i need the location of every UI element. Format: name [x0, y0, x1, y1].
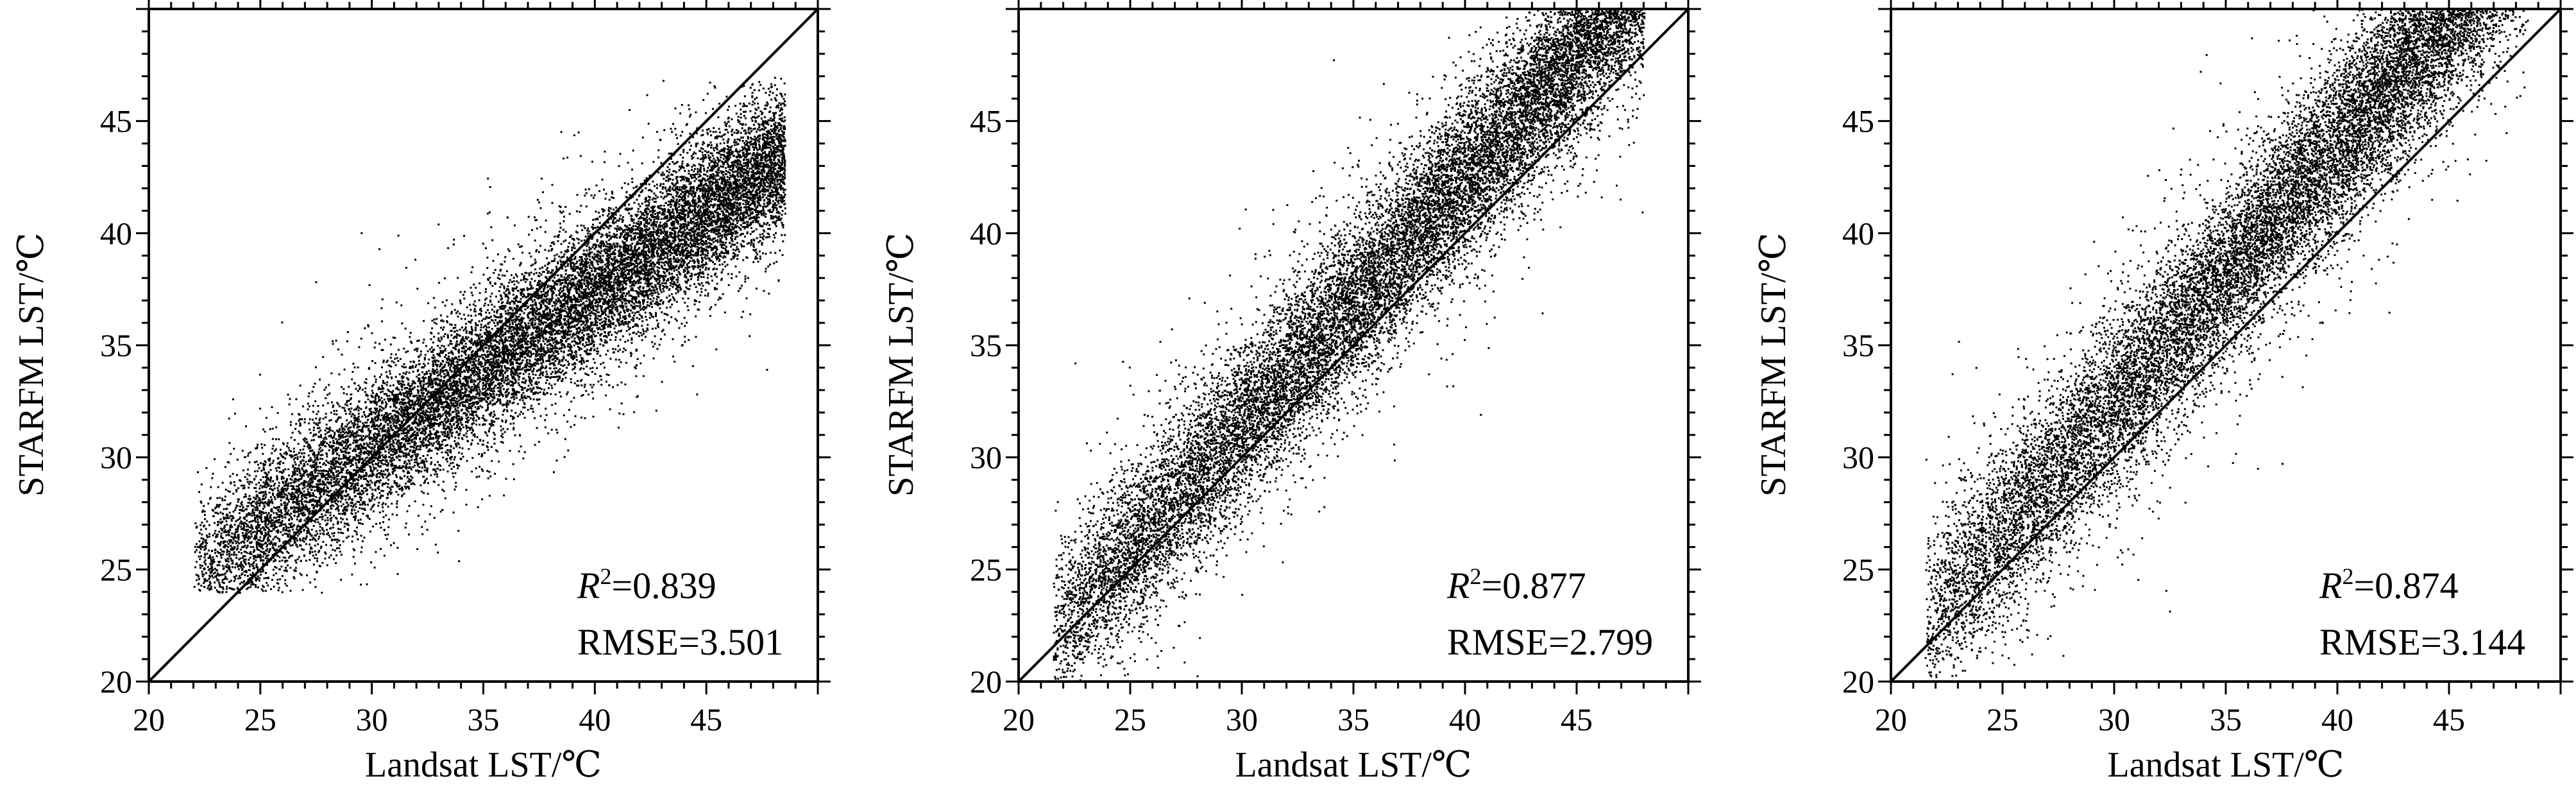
x-tick-label: 25: [244, 701, 276, 737]
x-tick-label: 35: [468, 701, 500, 737]
x-tick-label: 35: [2210, 701, 2242, 737]
y-tick-label: 25: [970, 551, 1002, 587]
x-tick-label: 30: [356, 701, 388, 737]
y-tick-label: 45: [970, 103, 1002, 139]
y-tick-label: 35: [970, 327, 1002, 363]
y-tick-label: 25: [1842, 551, 1874, 587]
x-tick-label: 45: [1561, 701, 1593, 737]
point-cloud: [1924, 9, 2529, 682]
y-tick-label: 40: [970, 215, 1002, 251]
x-tick-label: 20: [1875, 701, 1907, 737]
rmse-label: RMSE=2.799: [1447, 621, 1653, 663]
x-tick-label: 25: [1987, 701, 2019, 737]
y-axis-title: STARFM LST/℃: [12, 232, 51, 496]
scatter-panel-1: 20 25 30 35 40 45 20 25 30 35 40 45 Landsat LST/℃ STA…: [12, 0, 831, 785]
y-tick-label: 45: [1842, 103, 1874, 139]
point-cloud: [1053, 9, 1646, 682]
x-axis-title: Landsat LST/℃: [365, 745, 602, 785]
x-tick-label: 30: [1226, 701, 1258, 737]
data-points: [193, 76, 786, 594]
x-tick-label: 20: [133, 701, 165, 737]
x-tick-label: 40: [1449, 701, 1481, 737]
r-squared-label: R2=0.877: [1446, 563, 1586, 606]
x-axis-title: Landsat LST/℃: [2107, 745, 2344, 785]
x-tick-label: 45: [690, 701, 722, 737]
x-axis-title: Landsat LST/℃: [1235, 745, 1471, 785]
y-tick-label: 35: [1842, 327, 1874, 363]
data-points: [1053, 9, 1646, 682]
y-tick-label: 40: [100, 215, 132, 251]
y-tick-label: 30: [970, 440, 1002, 476]
r-squared-label: R2=0.874: [2319, 563, 2459, 606]
y-tick-label: 20: [100, 664, 132, 700]
y-tick-label: 20: [1842, 664, 1874, 700]
y-axis-title: STARFM LST/℃: [1754, 232, 1793, 496]
rmse-label: RMSE=3.501: [577, 621, 783, 663]
y-tick-label: 20: [970, 664, 1002, 700]
x-tick-label: 25: [1114, 701, 1146, 737]
x-tick-label: 35: [1337, 701, 1369, 737]
r-squared-label: R2=0.839: [577, 563, 716, 606]
y-tick-label: 25: [100, 551, 132, 587]
x-tick-label: 30: [2098, 701, 2130, 737]
x-tick-label: 20: [1003, 701, 1035, 737]
rmse-label: RMSE=3.144: [2319, 621, 2525, 663]
one-to-one-line: [148, 8, 819, 683]
data-points: [1924, 9, 2529, 682]
x-tick-label: 45: [2433, 701, 2465, 737]
y-axis-title: STARFM LST/℃: [881, 232, 921, 496]
scatter-panel-3: 20 25 30 35 40 45 20 25 30 35 40 45 Landsat LST/℃ STA…: [1754, 0, 2573, 785]
x-tick-label: 40: [579, 701, 611, 737]
one-to-one-line: [1890, 8, 2562, 683]
y-tick-label: 35: [100, 327, 132, 363]
x-tick-label: 40: [2321, 701, 2353, 737]
y-tick-label: 30: [100, 440, 132, 476]
y-tick-label: 30: [1842, 440, 1874, 476]
axis-ticks: [1006, 0, 1701, 694]
y-tick-label: 40: [1842, 215, 1874, 251]
axis-ticks: [136, 0, 831, 694]
point-cloud: [193, 76, 786, 594]
one-to-one-line: [1017, 8, 1690, 683]
scatter-panel-2: 20 25 30 35 40 45 20 25 30 35 40 45 Landsat LST/℃ STA…: [881, 0, 1701, 785]
y-tick-label: 45: [100, 103, 132, 139]
axis-ticks: [1878, 0, 2573, 694]
